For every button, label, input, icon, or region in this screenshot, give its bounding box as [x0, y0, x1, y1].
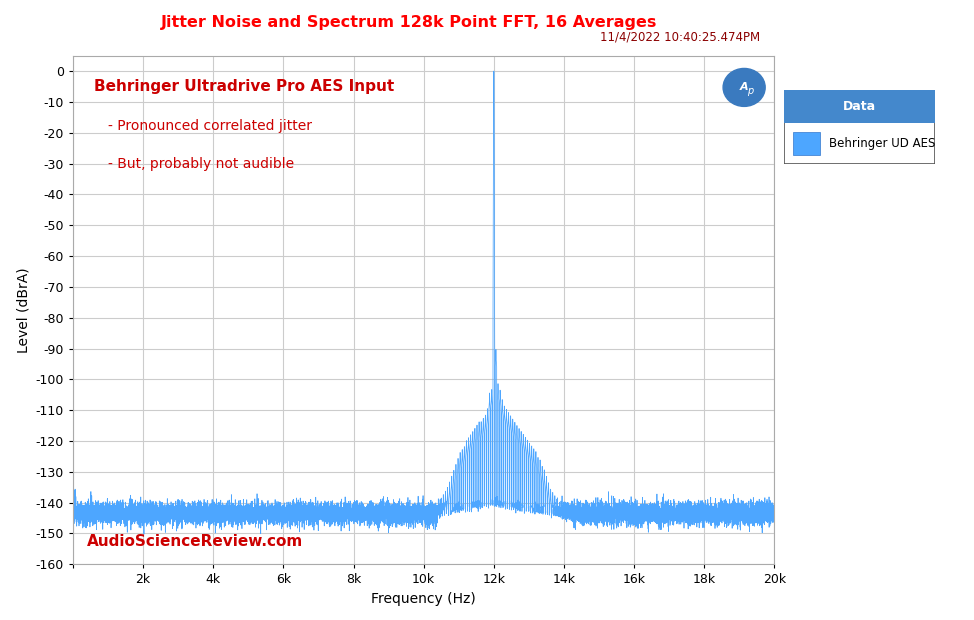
Text: Data: Data: [843, 100, 877, 113]
Text: AudioScienceReview.com: AudioScienceReview.com: [87, 534, 303, 549]
Text: 11/4/2022 10:40:25.474PM: 11/4/2022 10:40:25.474PM: [600, 30, 761, 43]
Circle shape: [723, 68, 766, 107]
Text: - But, probably not audible: - But, probably not audible: [108, 157, 294, 172]
Text: Behringer UD AES: Behringer UD AES: [830, 137, 936, 150]
Text: - Pronounced correlated jitter: - Pronounced correlated jitter: [108, 120, 312, 133]
Y-axis label: Level (dBrA): Level (dBrA): [17, 267, 30, 353]
X-axis label: Frequency (Hz): Frequency (Hz): [371, 591, 476, 606]
Bar: [793, 131, 820, 156]
Text: Jitter Noise and Spectrum 128k Point FFT, 16 Averages: Jitter Noise and Spectrum 128k Point FFT…: [161, 16, 657, 30]
Text: p: p: [747, 86, 753, 96]
Bar: [784, 90, 935, 123]
Text: A: A: [740, 82, 748, 92]
Text: Behringer Ultradrive Pro AES Input: Behringer Ultradrive Pro AES Input: [94, 79, 394, 94]
